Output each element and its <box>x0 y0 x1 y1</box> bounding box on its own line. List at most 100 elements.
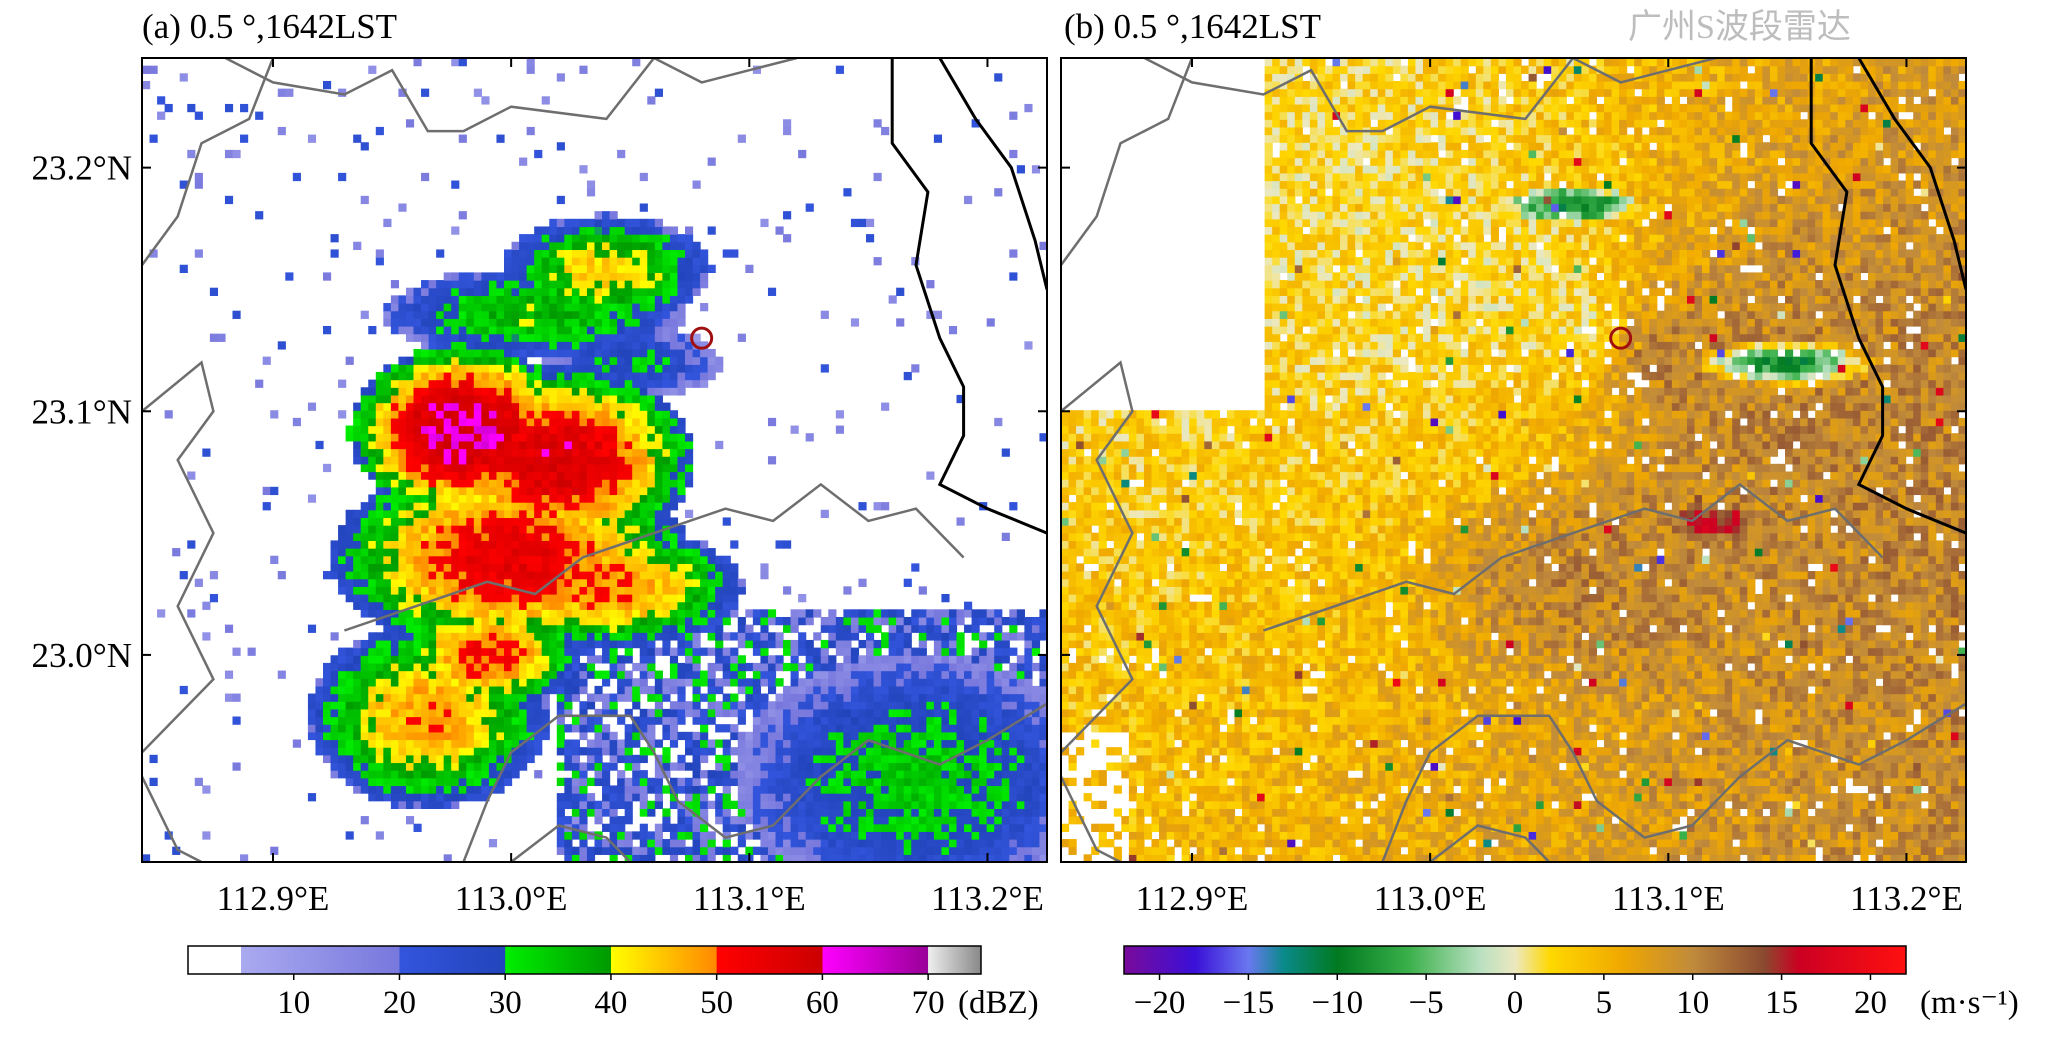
field-pixel <box>971 655 980 664</box>
field-pixel <box>1009 823 1018 832</box>
field-pixel <box>458 502 467 511</box>
field-pixel <box>669 517 679 526</box>
field-pixel <box>466 525 475 534</box>
field-pixel <box>654 800 663 809</box>
field-pixel <box>413 486 422 496</box>
field-pixel <box>700 348 709 358</box>
field-pixel <box>428 371 437 381</box>
field-pixel <box>488 486 498 496</box>
field-pixel <box>911 685 920 695</box>
field-pixel <box>624 624 633 633</box>
field-pixel <box>624 816 633 825</box>
field-pixel <box>820 693 829 702</box>
field-pixel <box>692 655 701 664</box>
field-pixel <box>421 394 430 404</box>
field-pixel <box>564 632 573 641</box>
field-pixel <box>820 846 829 855</box>
field-pixel <box>639 310 648 319</box>
field-pixel <box>390 754 400 764</box>
field-pixel <box>458 639 467 649</box>
field-pixel <box>360 402 369 411</box>
field-pixel <box>662 578 671 587</box>
field-pixel <box>662 846 671 855</box>
field-pixel <box>609 402 618 411</box>
field-pixel <box>549 647 558 656</box>
field-pixel <box>624 364 633 373</box>
field-pixel <box>715 701 724 710</box>
field-pixel <box>564 777 573 787</box>
field-pixel <box>428 724 437 733</box>
field-pixel <box>903 685 912 695</box>
field-pixel <box>496 295 505 304</box>
field-pixel <box>685 678 694 687</box>
field-pixel <box>798 708 807 718</box>
field-pixel <box>903 854 912 862</box>
field-pixel <box>496 425 505 434</box>
field-pixel <box>398 655 407 664</box>
field-pixel <box>760 846 769 855</box>
field-pixel <box>571 846 581 855</box>
field-pixel <box>345 578 354 587</box>
field-pixel <box>353 708 362 718</box>
field-pixel <box>571 563 581 572</box>
field-pixel <box>556 685 565 695</box>
field-pixel <box>639 364 648 373</box>
field-pixel <box>639 295 648 304</box>
field-pixel <box>549 234 558 243</box>
field-pixel <box>918 785 927 794</box>
field-pixel <box>790 854 799 862</box>
field-pixel <box>767 708 777 718</box>
field-pixel <box>624 410 633 419</box>
field-pixel <box>654 594 663 603</box>
field-pixel <box>828 793 837 802</box>
field-pixel <box>685 280 694 289</box>
field-pixel <box>654 532 663 541</box>
field-pixel <box>594 747 603 756</box>
field-pixel <box>1016 754 1025 764</box>
field-pixel <box>873 670 882 679</box>
field-pixel <box>549 348 558 358</box>
field-pixel <box>579 685 588 695</box>
field-pixel <box>594 609 603 618</box>
field-pixel <box>579 425 588 434</box>
field-pixel <box>903 747 912 756</box>
field-pixel <box>692 693 701 702</box>
field-pixel <box>677 571 686 580</box>
field-pixel <box>609 333 618 342</box>
field-pixel <box>428 417 437 427</box>
field-pixel <box>986 808 995 817</box>
field-pixel <box>632 555 641 564</box>
field-pixel <box>677 731 686 741</box>
field-pixel <box>428 701 437 710</box>
field-pixel <box>488 318 498 327</box>
field-pixel <box>654 303 663 312</box>
field-pixel <box>390 785 400 794</box>
field-pixel <box>609 800 618 809</box>
field-pixel <box>979 609 988 618</box>
field-pixel <box>881 816 890 825</box>
field-pixel <box>1024 846 1033 855</box>
field-pixel <box>481 502 490 511</box>
field-pixel <box>632 257 641 266</box>
field-pixel <box>1024 747 1033 756</box>
field-pixel <box>828 854 837 862</box>
field-pixel <box>775 762 784 771</box>
field-pixel <box>451 333 460 342</box>
field-pixel <box>956 662 965 672</box>
field-pixel <box>783 586 792 595</box>
field-pixel <box>534 348 543 358</box>
field-pixel <box>805 670 814 679</box>
field-pixel <box>903 816 912 825</box>
field-pixel <box>903 647 912 656</box>
field-pixel <box>564 678 573 687</box>
field-pixel <box>390 440 400 450</box>
field-pixel <box>549 364 558 373</box>
field-pixel <box>451 509 460 519</box>
field-pixel <box>541 655 550 664</box>
field-pixel <box>571 754 581 764</box>
field-pixel <box>307 716 317 725</box>
field-pixel <box>730 747 739 756</box>
field-pixel <box>813 708 822 718</box>
field-pixel <box>790 762 799 771</box>
